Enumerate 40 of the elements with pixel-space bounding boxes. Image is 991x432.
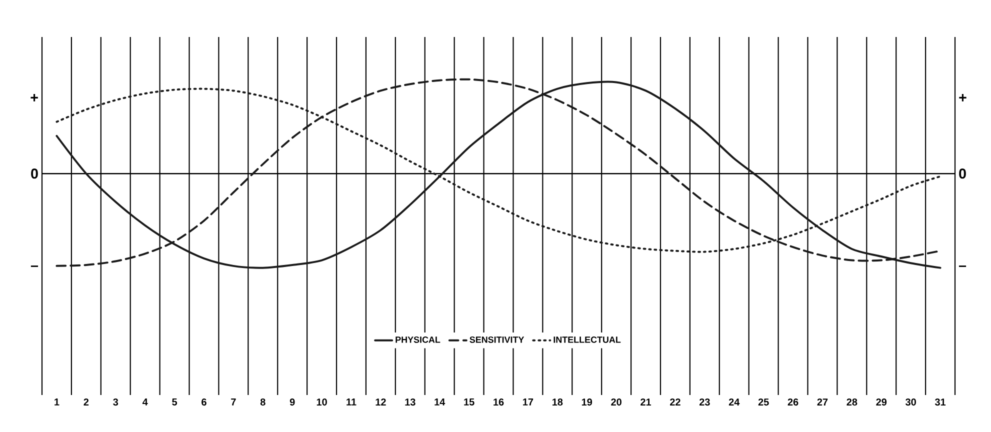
- x-tick-label: 28: [846, 398, 858, 406]
- x-tick-label: 8: [260, 398, 266, 406]
- x-tick-label: 23: [699, 398, 710, 406]
- x-tick-label: 29: [876, 398, 887, 406]
- x-tick-label: 31: [934, 398, 946, 406]
- x-tick-label: 14: [434, 398, 446, 406]
- text: +: [30, 94, 38, 102]
- x-tick-label: 11: [346, 398, 356, 406]
- x-tick-label: 26: [788, 398, 798, 406]
- legend-label: SENSITIVITY: [470, 336, 524, 343]
- text: +: [959, 94, 966, 102]
- x-tick-label: 5: [172, 398, 178, 406]
- text: 0: [31, 168, 38, 179]
- x-tick-label: 13: [405, 398, 416, 406]
- text: –: [958, 266, 966, 267]
- x-tick-label: 22: [670, 398, 680, 406]
- x-tick-label: 4: [142, 398, 148, 406]
- x-tick-label: 2: [84, 398, 89, 406]
- x-tick-label: 12: [376, 398, 386, 406]
- x-tick-label: 9: [290, 398, 295, 406]
- x-tick-label: 20: [611, 398, 622, 406]
- x-tick-label: 18: [552, 398, 563, 406]
- legend-label: INTELLECTUAL: [554, 336, 621, 343]
- x-tick-label: 3: [113, 398, 118, 406]
- x-tick-label: 24: [728, 398, 740, 406]
- x-tick-label: 30: [906, 398, 916, 406]
- x-tick-label: 1: [54, 398, 60, 406]
- x-tick-label: 21: [640, 398, 652, 406]
- x-tick-label: 15: [464, 398, 474, 406]
- x-tick-label: 10: [316, 398, 327, 406]
- x-tick-label: 7: [231, 398, 236, 406]
- text: –: [30, 266, 38, 267]
- x-tick-label: 19: [582, 398, 592, 406]
- x-tick-label: 27: [817, 398, 828, 406]
- x-tick-label: 6: [202, 398, 206, 406]
- x-tick-label: 25: [758, 398, 769, 406]
- legend-label: PHYSICAL: [396, 336, 440, 343]
- x-tick-label: 17: [523, 398, 534, 406]
- x-tick-label: 16: [494, 398, 504, 406]
- text: 0: [959, 168, 966, 179]
